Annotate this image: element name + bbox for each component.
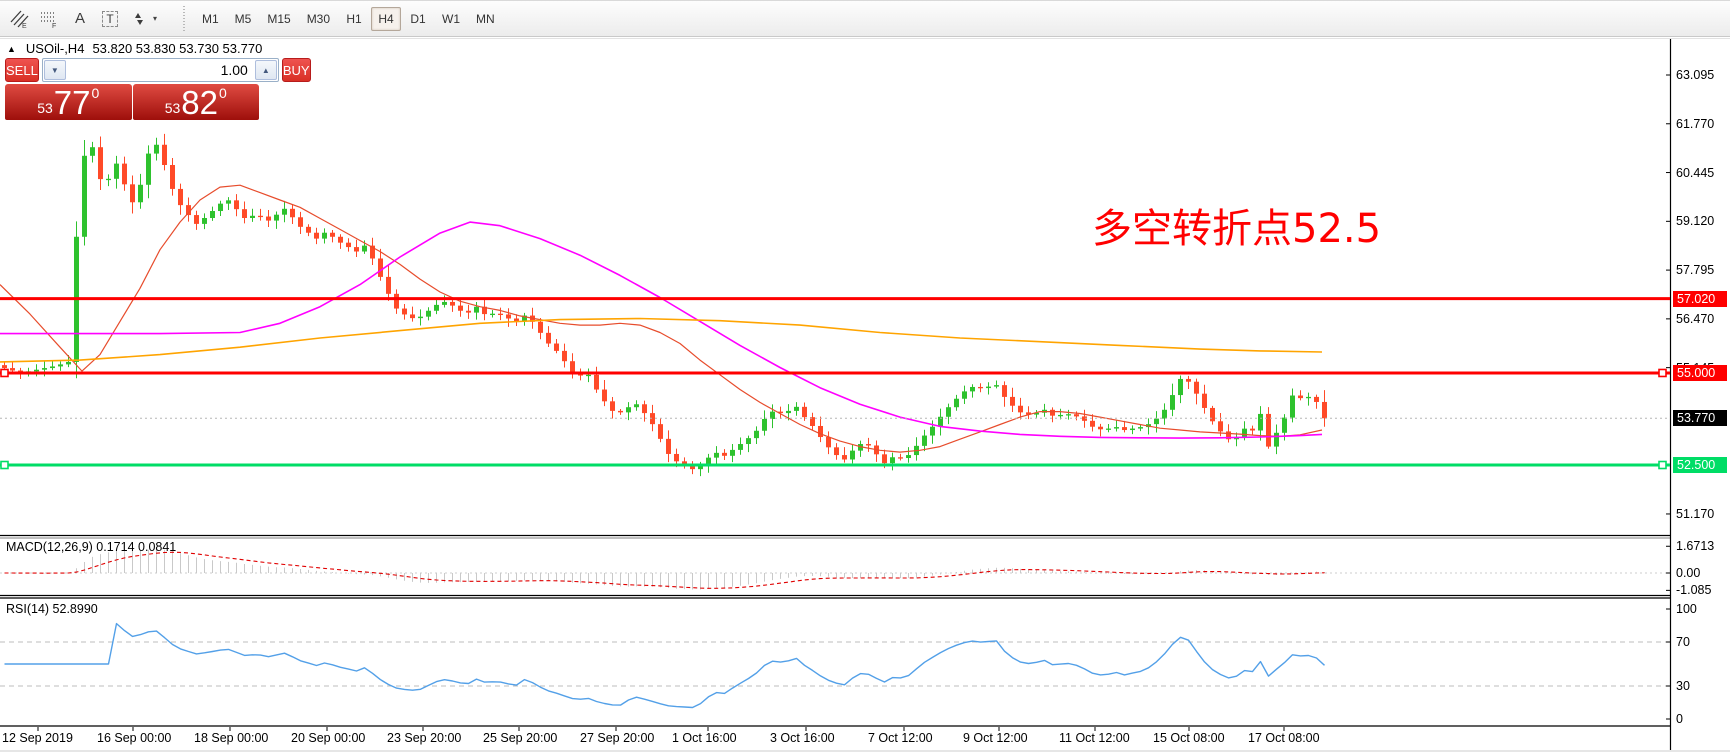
- macd-label: MACD(12,26,9) 0.1714 0.0841: [6, 540, 177, 554]
- timeframe-button-H4[interactable]: H4: [371, 6, 402, 31]
- volume-spinner: ▼ ▲: [41, 58, 279, 82]
- current-price-badge: 53.770: [1673, 410, 1727, 427]
- timeframe-button-H1[interactable]: H1: [346, 11, 362, 26]
- chart-header: ▲ USOil-,H4 53.820 53.830 53.730 53.770: [7, 41, 262, 56]
- buy-price-main: 82: [181, 84, 218, 121]
- sell-price-main: 77: [53, 84, 91, 121]
- buy-price-int: 53: [164, 100, 181, 116]
- price-axis-tick: 56.470: [1676, 311, 1715, 326]
- macd-axis-tick: 1.6713: [1676, 539, 1715, 554]
- hline-price-badge: 57.020: [1673, 290, 1727, 307]
- sell-price-tile[interactable]: 53 77 0: [5, 84, 132, 120]
- time-axis-label: 3 Oct 16:00: [770, 731, 835, 745]
- price-axis-tick: 60.445: [1676, 165, 1715, 180]
- time-axis-label: 9 Oct 12:00: [963, 731, 1028, 745]
- buy-button[interactable]: BUY: [281, 58, 311, 82]
- label-icon: T: [102, 10, 118, 27]
- buy-price-pip: 0: [219, 85, 227, 101]
- arrow-objects-button[interactable]: ▾: [126, 6, 166, 32]
- volume-input[interactable]: [66, 59, 254, 81]
- one-click-trade-panel: SELL ▼ ▲ BUY 53 77 0 53 82 0: [5, 58, 311, 121]
- rsi-axis-tick: 100: [1676, 602, 1697, 616]
- fibonacci-icon: F: [40, 9, 60, 29]
- toolbar-drag-grip[interactable]: [181, 5, 186, 32]
- timeframe-button-D1[interactable]: D1: [410, 11, 426, 26]
- rsi-label: RSI(14) 52.8990: [6, 602, 98, 616]
- timeframe-button-MN[interactable]: MN: [476, 11, 495, 26]
- time-axis-label: 17 Oct 08:00: [1248, 731, 1320, 745]
- price-axis-tick: 59.120: [1676, 214, 1715, 229]
- timeframe-button-M5[interactable]: M5: [234, 11, 252, 26]
- time-axis-label: 1 Oct 16:00: [672, 731, 737, 745]
- price-axis-tick: 57.795: [1676, 263, 1715, 278]
- toolbar: E F A T ▾ M1 M5 M15 M30 H1 H4 D1 W1 MN: [0, 0, 1730, 37]
- time-axis-label: 25 Sep 20:00: [483, 731, 558, 745]
- price-axis-tick: 61.770: [1676, 116, 1715, 131]
- arrows-icon: [130, 10, 148, 28]
- time-axis-label: 18 Sep 00:00: [194, 731, 269, 745]
- price-axis-tick: 63.095: [1676, 68, 1715, 82]
- volume-decrease-button[interactable]: ▼: [43, 60, 66, 80]
- collapse-arrow-icon[interactable]: ▲: [7, 43, 16, 54]
- time-axis-label: 16 Sep 00:00: [97, 731, 172, 745]
- macd-axis-tick: -1.085: [1676, 583, 1712, 598]
- chart-annotation-text: 多空转折点52.5: [1092, 206, 1382, 252]
- timeframe-group: M1 M5 M15 M30 H1 H4 D1 W1 MN: [194, 6, 503, 31]
- timeframe-button-W1[interactable]: W1: [442, 11, 461, 26]
- svg-text:E: E: [22, 23, 27, 29]
- symbol-period-label: USOil-,H4: [25, 41, 85, 56]
- ohlc-values: 53.820 53.830 53.730 53.770: [92, 41, 263, 56]
- time-axis-label: 7 Oct 12:00: [868, 731, 933, 745]
- timeframe-button-M1[interactable]: M1: [202, 11, 219, 26]
- timeframe-button-M15[interactable]: M15: [267, 11, 291, 26]
- hline-price-badge: 55.000: [1673, 364, 1727, 381]
- timeframe-button-M30[interactable]: M30: [306, 11, 331, 26]
- text-button[interactable]: A: [66, 6, 94, 32]
- rsi-axis-tick: 30: [1676, 679, 1690, 693]
- time-axis-label: 27 Sep 20:00: [580, 731, 655, 745]
- equidistant-channel-button[interactable]: E: [6, 6, 34, 32]
- time-axis-label: 20 Sep 00:00: [291, 731, 366, 745]
- time-axis-label: 12 Sep 2019: [2, 731, 73, 745]
- equidistant-channel-icon: E: [10, 9, 30, 29]
- svg-text:F: F: [52, 23, 56, 29]
- label-button[interactable]: T: [96, 6, 124, 32]
- price-axis-tick: 51.170: [1676, 506, 1715, 521]
- fibonacci-button[interactable]: F: [36, 6, 64, 32]
- buy-price-tile[interactable]: 53 82 0: [132, 84, 259, 121]
- rsi-axis-tick: 0: [1676, 712, 1683, 726]
- dropdown-caret-icon: ▾: [152, 14, 157, 23]
- time-axis-label: 23 Sep 20:00: [387, 731, 462, 745]
- bottom-strip: [0, 750, 1730, 752]
- time-axis-label: 15 Oct 08:00: [1153, 731, 1225, 745]
- sell-button[interactable]: SELL: [5, 58, 39, 82]
- rsi-axis-tick: 70: [1676, 635, 1690, 649]
- sell-price-pip: 0: [91, 85, 100, 101]
- text-icon: A: [74, 10, 85, 27]
- hline-price-badge: 52.500: [1673, 457, 1727, 473]
- sell-price-int: 53: [37, 100, 53, 116]
- macd-axis-tick: 0.00: [1676, 566, 1701, 580]
- time-axis-label: 11 Oct 12:00: [1059, 731, 1130, 745]
- volume-increase-button[interactable]: ▲: [254, 60, 277, 80]
